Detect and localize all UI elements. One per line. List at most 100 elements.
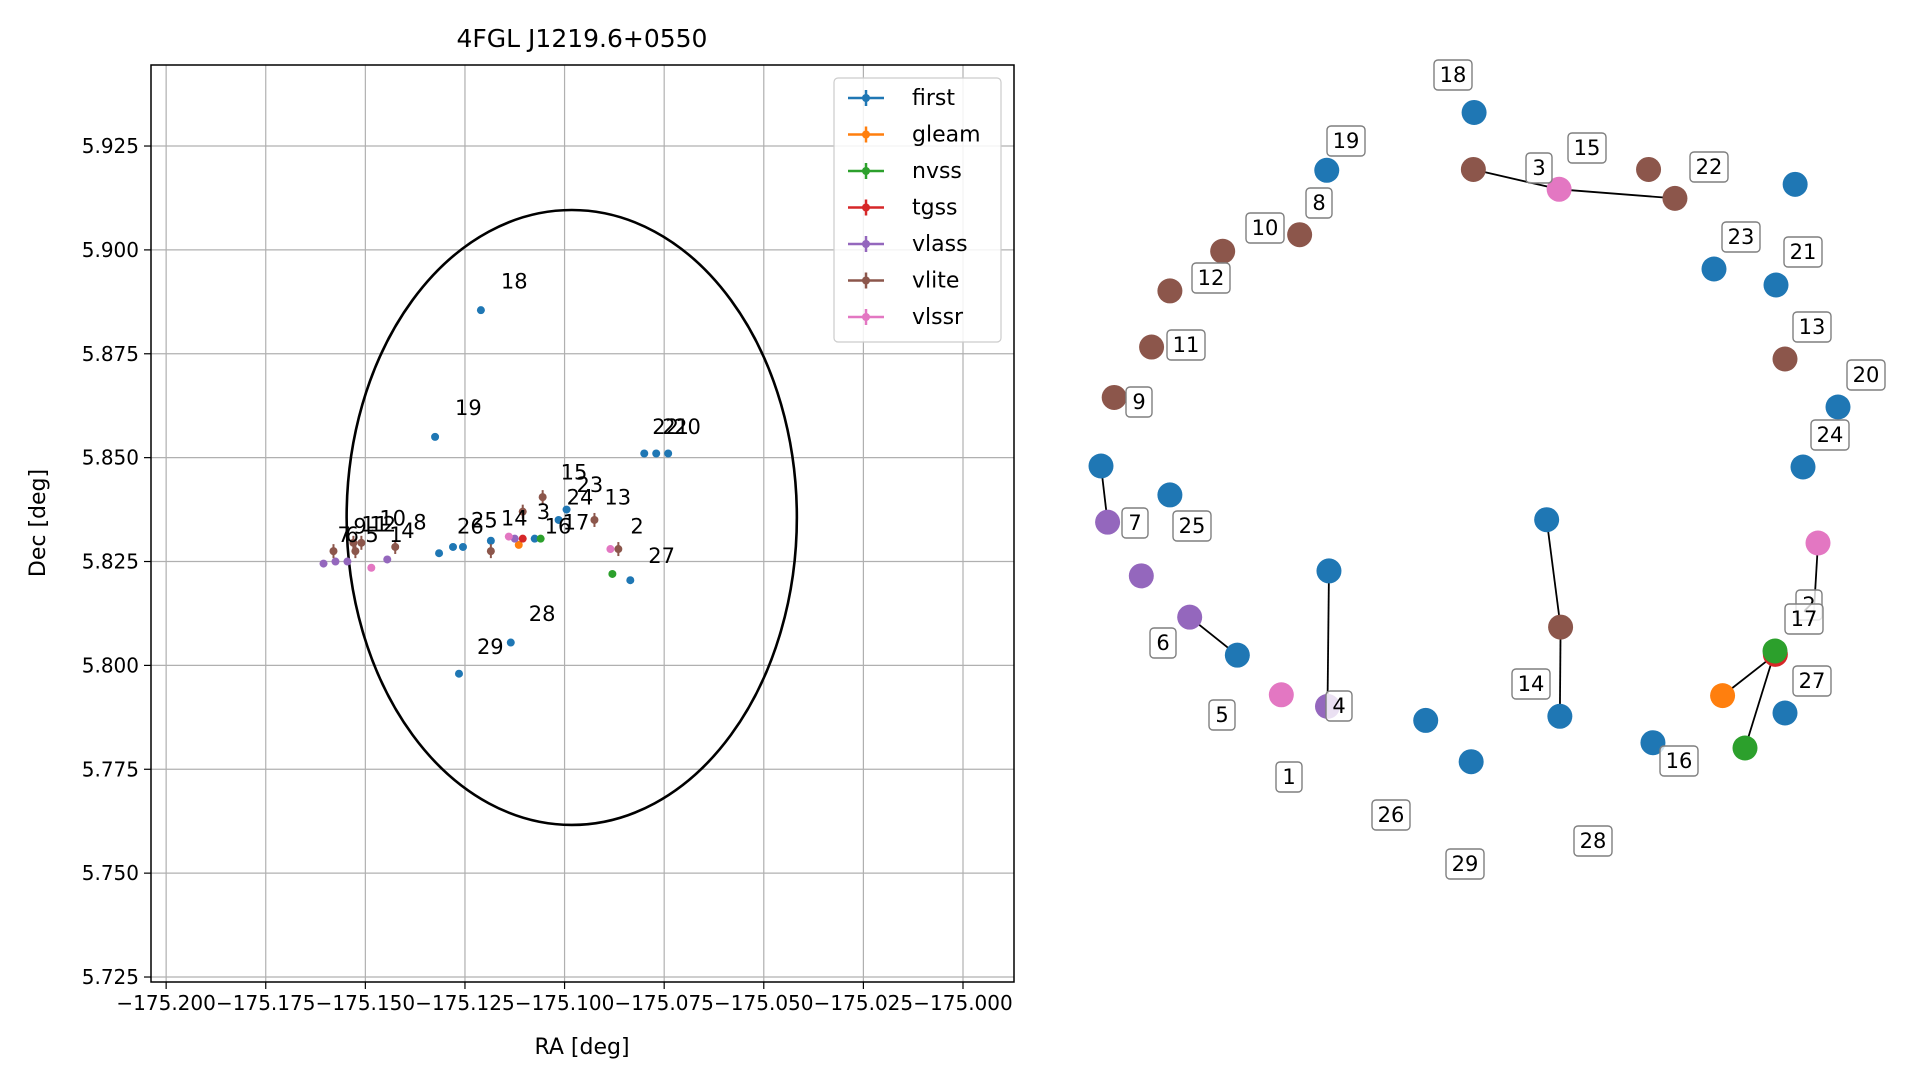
label-box [1525,152,1553,184]
label-text: 9 [1132,390,1145,414]
point-label: 29 [477,635,504,659]
point-marker [518,534,527,543]
point-label: 22 [652,415,679,439]
graph-node-first [1763,272,1789,298]
graph-node-label: 4 [1325,690,1353,722]
y-tick-label: 5.900 [82,238,139,262]
graph-node-label: 16 [1659,745,1699,777]
graph-node-first [1782,171,1808,197]
data-point-vlite [486,544,495,559]
graph-node-vlite [1157,278,1183,304]
data-point-vlite [351,544,360,559]
point-marker [319,559,328,568]
legend-label: tgss [912,196,958,221]
graph-node-vlite [1460,156,1486,182]
data-point-vlass [331,557,340,566]
graph-nodes [1088,99,1851,775]
point-label: 11 [361,513,388,537]
x-tick-label: −175.025 [814,991,913,1015]
point-label: 23 [577,473,604,497]
point-label: 17 [563,511,590,535]
graph-node-vlass [1177,604,1203,630]
graph-node-label: 5 [1208,699,1236,731]
graph-node-first [1461,99,1487,125]
graph-node-label: 22 [1689,151,1729,183]
point-marker [562,505,571,514]
label-text: 6 [1156,631,1169,655]
point-marker [486,536,495,545]
legend-swatch-dot [862,130,870,139]
point-marker [476,306,485,315]
graph-node-label: 28 [1573,825,1613,857]
point-marker [367,563,376,572]
point-label: 19 [455,396,482,420]
x-tick-label: −175.100 [515,991,614,1015]
point-marker [431,432,440,441]
legend-swatch-dot [862,167,870,175]
data-point-first [486,536,495,545]
x-tick-label: −175.200 [116,991,215,1015]
point-label: 10 [379,506,406,530]
graph-node-label: 18 [1433,59,1473,91]
label-text: 8 [1312,191,1325,215]
data-point-vlssr [606,545,615,554]
data-point-first [554,515,563,524]
label-box [1172,510,1212,542]
legend-swatch-dot [862,276,870,285]
point-label: 24 [567,486,594,510]
label-box [1445,848,1485,880]
point-marker [538,493,547,502]
graph-node-nvss [1762,638,1788,664]
label-box [1305,187,1333,219]
data-point-vlass [383,555,392,564]
point-marker [652,449,661,458]
x-tick-label: −175.175 [216,991,315,1015]
graph-node-label: 8 [1305,187,1333,219]
point-label: 8 [413,511,426,535]
point-marker [608,569,617,578]
point-label: 14 [501,506,528,530]
label-box [1792,665,1832,697]
data-point-vlite [391,539,400,554]
graph-node-label: 29 [1445,848,1485,880]
legend-box [833,77,1002,343]
graph-node-label: 9 [1125,386,1153,418]
point-marker [331,557,340,566]
graph-edge [1559,188,1676,200]
legend-swatch-dot [862,313,870,321]
graph-edge [1326,570,1330,707]
label-box [1689,151,1729,183]
data-point-first [562,505,571,514]
point-marker [554,515,563,524]
point-label: 4 [401,519,414,543]
data-point-vlass [319,559,328,568]
label-box [1846,359,1886,391]
legend-label: first [912,86,955,111]
graph-node-label: 14 [1511,668,1551,700]
x-tick-label: −175.050 [714,991,813,1015]
point-marker [486,547,495,556]
x-tick-label: −175.150 [316,991,415,1015]
label-text: 10 [1252,216,1279,240]
x-axis-ticks: −175.200 −175.175 −175.150 −175.125 −175.100… [116,982,1013,1015]
label-text: 13 [1799,315,1826,339]
point-label: 6 [345,523,358,547]
graph-node-vlite [1548,614,1574,640]
chart-title: 4FGL J1219.6+0550 [457,24,708,53]
point-marker [506,638,515,647]
x-axis-label: RA [deg] [534,1035,629,1060]
graph-node-first [1701,256,1727,282]
legend-entry-vlite: vlite [848,269,959,294]
y-tick-label: 5.800 [82,653,139,677]
data-point-first [652,449,661,458]
y-axis-label: Dec [deg] [26,469,51,577]
point-label: 1 [389,523,402,547]
graph-node-label: 6 [1149,627,1177,659]
data-point-first [435,549,444,558]
label-text: 15 [1574,136,1601,160]
point-label: 13 [604,486,631,510]
graph-node-label: 12 [1191,262,1231,294]
